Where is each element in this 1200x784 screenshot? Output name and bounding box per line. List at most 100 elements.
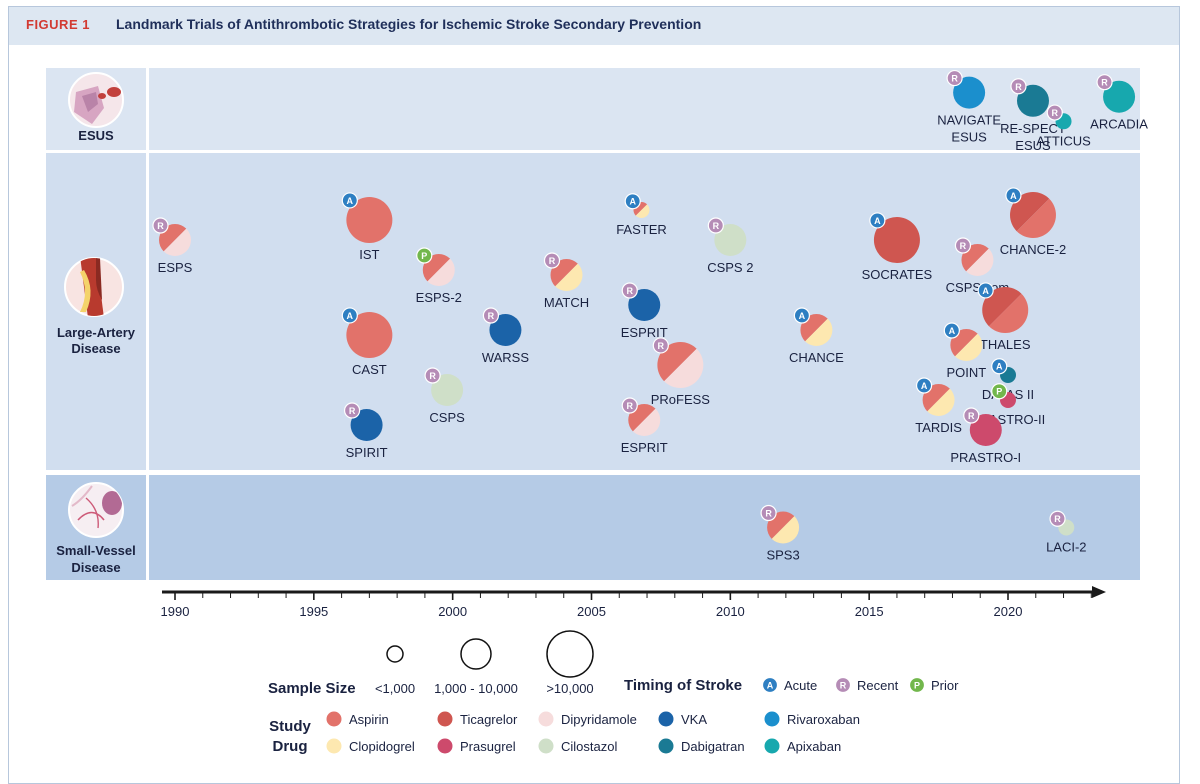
trial-faster[interactable]: A FASTER bbox=[616, 193, 667, 237]
timing-badge-R bbox=[1096, 74, 1113, 91]
legend: Sample Size <1,000 1,000 - 10,000 >10,000 Ti… bbox=[268, 630, 959, 755]
timing-badge-letter: R bbox=[960, 241, 967, 251]
trial-spirit[interactable]: R SPIRIT bbox=[343, 402, 388, 460]
axis-tick-label: 2020 bbox=[994, 604, 1023, 619]
timing-badge-letter: R bbox=[713, 221, 720, 231]
trial-ist[interactable]: A IST bbox=[341, 192, 393, 262]
trial-laci-2-label: LACI-2 bbox=[1046, 540, 1086, 555]
timing-badge-letter: A bbox=[1010, 191, 1017, 201]
timing-badge-letter: R bbox=[1101, 78, 1108, 88]
study-drug-title: Study bbox=[269, 718, 311, 735]
trial-csps-2-bubble-fill bbox=[714, 224, 747, 256]
trial-warss[interactable]: R WARSS bbox=[482, 307, 530, 365]
trial-socrates[interactable]: A SOCRATES bbox=[862, 212, 933, 282]
trial-re-spect-esus[interactable]: R RE-SPECT ESUS bbox=[1000, 78, 1066, 153]
timing-badge-letter: P bbox=[421, 251, 427, 261]
timing-badge-letter: R bbox=[626, 286, 633, 296]
trial-esprit[interactable]: R ESPRIT bbox=[621, 397, 668, 455]
timing-badge-letter: R bbox=[840, 681, 847, 691]
trial-chance-2-label: CHANCE-2 bbox=[1000, 242, 1066, 257]
sample-size-circle-large bbox=[546, 630, 594, 678]
trial-csps-com-bubble-half-2 bbox=[966, 248, 994, 276]
timing-badge-A bbox=[915, 377, 933, 394]
trial-csps[interactable]: R CSPS bbox=[424, 367, 465, 425]
trial-navigate-esus[interactable]: R NAVIGATE ESUS bbox=[937, 69, 1001, 145]
timing-badge-P bbox=[991, 383, 1008, 400]
timing-badge-R bbox=[652, 337, 669, 354]
row-band-svd bbox=[46, 475, 1140, 580]
trial-navigate-esus-label: ESUS bbox=[951, 130, 987, 145]
timing-badge-letter: R bbox=[157, 221, 164, 231]
trial-csps-label: CSPS bbox=[429, 410, 465, 425]
timing-badge-letter: R bbox=[1052, 108, 1059, 118]
drug-label-dabigatran: Dabigatran bbox=[681, 739, 745, 754]
timing-badge-letter: A bbox=[949, 326, 956, 336]
row-icons bbox=[64, 72, 124, 538]
trial-esprit[interactable]: R ESPRIT bbox=[621, 282, 668, 340]
row-label-lad: Large-Artery bbox=[57, 325, 136, 340]
trial-esprit-label: ESPRIT bbox=[621, 440, 668, 455]
timing-title: Timing of Stroke bbox=[624, 677, 742, 694]
trial-prastro-i[interactable]: R PRASTRO-I bbox=[950, 407, 1021, 465]
trial-match[interactable]: R MATCH bbox=[544, 252, 589, 310]
trial-arcadia-bubble-fill bbox=[1103, 80, 1136, 113]
timing-label-recent: Recent bbox=[857, 678, 899, 693]
trial-thales[interactable]: A THALES bbox=[977, 282, 1031, 352]
axis-tick-label: 2000 bbox=[438, 604, 467, 619]
drug-swatch-cilostazol bbox=[538, 738, 554, 754]
trial-esps-2[interactable]: P ESPS-2 bbox=[416, 247, 462, 305]
timing-badge-R bbox=[621, 282, 638, 299]
timing-badge-R bbox=[707, 217, 724, 234]
row-label-svd: Small-Vessel bbox=[56, 543, 136, 558]
timing-badge-letter: A bbox=[982, 286, 989, 296]
timing-badge-R bbox=[482, 307, 500, 324]
trial-esps-label: ESPS bbox=[158, 260, 193, 275]
drug-swatch-clopidogrel bbox=[326, 738, 342, 754]
trial-laci-2[interactable]: R LACI-2 bbox=[1046, 510, 1087, 555]
timing-badge-letter: P bbox=[914, 681, 920, 691]
trial-spirit-label: SPIRIT bbox=[346, 445, 388, 460]
row-header-divider bbox=[146, 68, 149, 580]
axis-tick-label: 2005 bbox=[577, 604, 606, 619]
timing-badge-R bbox=[963, 407, 980, 424]
timing-badge-letter: A bbox=[996, 362, 1003, 372]
trial-warss-label: WARSS bbox=[482, 350, 530, 365]
drug-label-clopidogrel: Clopidogrel bbox=[349, 739, 415, 754]
trial-sps3[interactable]: R SPS3 bbox=[760, 504, 800, 563]
trial-socrates-bubble-fill bbox=[873, 217, 920, 263]
trial-arcadia[interactable]: R ARCADIA bbox=[1090, 74, 1148, 132]
timing-badge-letter: R bbox=[1015, 82, 1022, 92]
trial-point[interactable]: A POINT bbox=[943, 322, 986, 380]
trial-chance-2[interactable]: A CHANCE-2 bbox=[1000, 187, 1066, 257]
trial-tardis[interactable]: A TARDIS bbox=[915, 377, 962, 435]
timing-badge-letter: R bbox=[549, 256, 556, 266]
row-divider bbox=[46, 470, 1140, 475]
trial-csps-bubble-fill bbox=[431, 374, 464, 406]
timing-badge-letter: R bbox=[968, 411, 975, 421]
trial-esprit-bubble-half-2 bbox=[632, 408, 661, 436]
sample-size-label-medium: 1,000 - 10,000 bbox=[434, 681, 518, 696]
trial-profess[interactable]: R PRoFESS bbox=[651, 337, 711, 407]
timing-badge-R bbox=[946, 69, 963, 87]
timing-badge-R bbox=[343, 402, 361, 419]
trial-re-spect-esus-label: ESUS bbox=[1015, 138, 1051, 153]
timing-badge-letter: R bbox=[349, 406, 356, 416]
drug-label-rivaroxaban: Rivaroxaban bbox=[787, 712, 860, 727]
timing-badge-letter: A bbox=[347, 196, 354, 206]
trial-csps-2[interactable]: R CSPS 2 bbox=[707, 217, 753, 275]
trial-esps[interactable]: R ESPS bbox=[152, 217, 193, 275]
axis-tick-label: 2015 bbox=[855, 604, 884, 619]
trial-atticus[interactable]: R ATTICUS bbox=[1036, 104, 1091, 148]
trial-point-label: POINT bbox=[946, 365, 986, 380]
trial-profess-label: PRoFESS bbox=[651, 392, 711, 407]
trial-cast[interactable]: A CAST bbox=[341, 307, 393, 377]
trial-profess-bubble-half-2 bbox=[664, 348, 704, 388]
trial-faster-label: FASTER bbox=[616, 222, 667, 237]
timing-badge-A bbox=[869, 212, 886, 229]
timing-badge-R bbox=[1049, 510, 1066, 527]
trial-chance[interactable]: A CHANCE bbox=[789, 307, 844, 365]
timing-badge-A bbox=[977, 282, 994, 299]
drug-label-prasugrel: Prasugrel bbox=[460, 739, 516, 754]
